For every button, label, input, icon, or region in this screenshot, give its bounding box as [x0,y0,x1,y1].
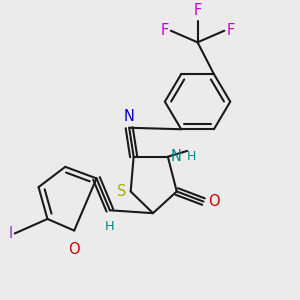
Text: O: O [68,242,80,257]
Text: I: I [9,226,13,241]
Text: F: F [160,23,168,38]
Text: H: H [105,220,115,233]
Text: F: F [227,23,235,38]
Text: N: N [171,149,182,164]
Text: O: O [208,194,220,209]
Text: S: S [117,184,126,199]
Text: H: H [186,150,196,163]
Text: F: F [194,3,202,18]
Text: N: N [124,109,135,124]
